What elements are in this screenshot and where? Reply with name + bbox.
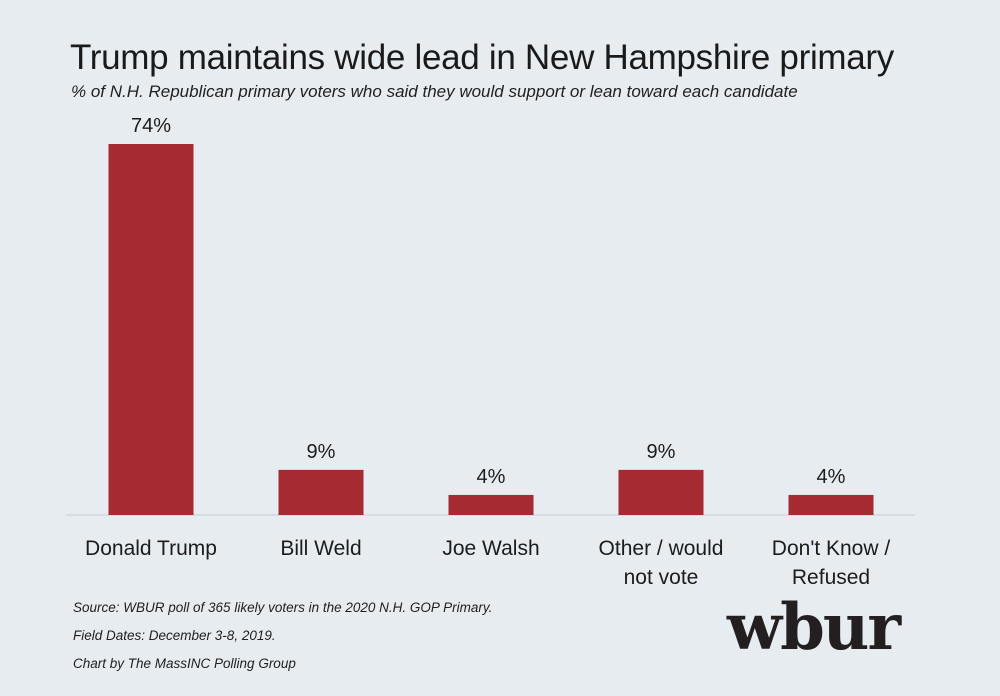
bars-layer: 74% Donald Trump 9% Bill Weld 4% Joe Walsh 9% O… — [85, 115, 890, 589]
category-label: not vote — [624, 566, 699, 589]
bar — [618, 469, 704, 515]
wbur-logo: wbur — [727, 590, 901, 665]
bar — [448, 494, 534, 515]
category-label: Bill Weld — [280, 537, 361, 560]
bar-value-label: 4% — [817, 466, 846, 488]
chart-subtitle: % of N.H. Republican primary voters who … — [71, 82, 798, 101]
bar — [278, 469, 364, 515]
bar — [788, 494, 874, 515]
chart-credit-note: Chart by The MassINC Polling Group — [73, 656, 296, 671]
chart-title: Trump maintains wide lead in New Hampshi… — [70, 38, 894, 77]
bar-value-label: 9% — [307, 441, 336, 463]
category-label: Refused — [792, 566, 870, 589]
field-dates-note: Field Dates: December 3-8, 2019. — [73, 628, 276, 643]
bar-value-label: 74% — [131, 115, 171, 137]
category-label: Joe Walsh — [442, 537, 539, 560]
bar — [108, 144, 194, 515]
category-label: Donald Trump — [85, 537, 217, 560]
category-label: Other / would — [599, 537, 724, 560]
bar-value-label: 9% — [647, 441, 676, 463]
bar-value-label: 4% — [477, 466, 506, 488]
source-note: Source: WBUR poll of 365 likely voters i… — [73, 600, 493, 615]
category-label: Don't Know / — [772, 537, 891, 560]
